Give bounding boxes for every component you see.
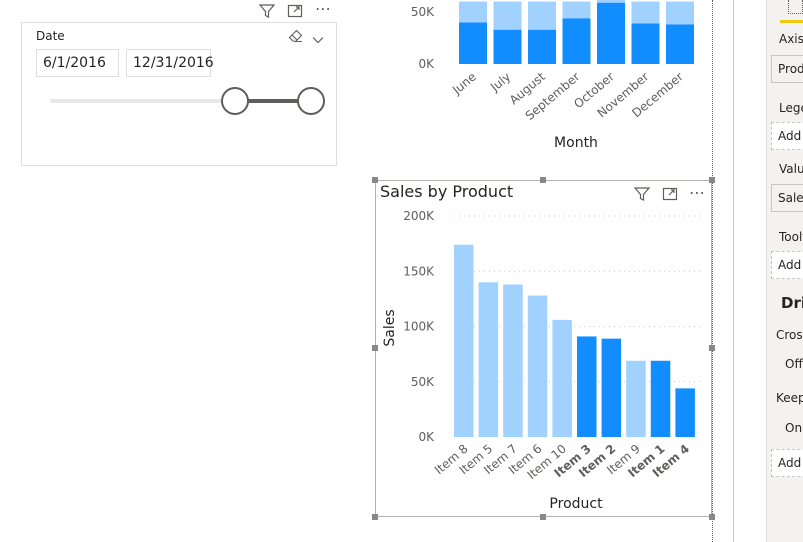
product-bar[interactable] bbox=[626, 360, 646, 437]
cross-report-label: Cross bbox=[776, 328, 803, 342]
product-y-tick: 200K bbox=[403, 209, 435, 223]
product-x-axis-title: Product bbox=[549, 496, 603, 512]
product-bar[interactable] bbox=[675, 388, 695, 437]
product-chart-title: Sales by Product bbox=[380, 182, 514, 201]
product-y-tick: 100K bbox=[403, 320, 435, 334]
fields-pane-content: Axis Prod Lege Add Valu Sales Toolt Add … bbox=[766, 0, 803, 542]
month-y-tick: 0K bbox=[418, 57, 435, 71]
axis-field-well[interactable]: Prod bbox=[771, 55, 803, 83]
resize-handle[interactable] bbox=[540, 514, 546, 520]
resize-handle[interactable] bbox=[372, 514, 378, 520]
month-bar-segment[interactable] bbox=[562, 1, 591, 19]
date-slicer[interactable]: Date 6/1/2016 12/31/2016 bbox=[21, 22, 337, 166]
month-bar-segment[interactable] bbox=[528, 29, 556, 64]
month-bar-segment[interactable] bbox=[631, 23, 660, 64]
filter-icon[interactable] bbox=[633, 186, 651, 206]
resize-handle[interactable] bbox=[540, 177, 546, 183]
cross-report-toggle[interactable]: Off bbox=[785, 357, 803, 371]
slider-end-handle[interactable] bbox=[297, 87, 325, 115]
filter-icon[interactable] bbox=[258, 3, 276, 22]
canvas-edge bbox=[733, 0, 734, 542]
month-bar-segment[interactable] bbox=[597, 0, 625, 3]
values-field-well[interactable]: Sales bbox=[771, 184, 803, 212]
resize-handle[interactable] bbox=[709, 514, 715, 520]
product-y-axis-title: Sales bbox=[382, 309, 398, 346]
product-bar[interactable] bbox=[478, 282, 499, 437]
drillthrough-header: Dri bbox=[781, 294, 803, 312]
month-bar-segment[interactable] bbox=[631, 1, 660, 24]
slider-range bbox=[235, 99, 310, 103]
legend-label: Lege bbox=[779, 101, 803, 115]
more-options-icon[interactable]: ⋯ bbox=[315, 0, 331, 18]
product-y-tick: 150K bbox=[403, 264, 435, 278]
resize-handle[interactable] bbox=[709, 345, 715, 351]
month-y-tick: 50K bbox=[411, 5, 435, 19]
start-date-input[interactable]: 6/1/2016 bbox=[36, 49, 119, 77]
month-bar-segment[interactable] bbox=[597, 2, 625, 65]
month-bar-segment[interactable] bbox=[528, 1, 556, 30]
product-bar[interactable] bbox=[454, 244, 474, 437]
slider-track[interactable] bbox=[50, 99, 322, 103]
month-tick-label: July bbox=[487, 70, 513, 95]
month-bar-segment[interactable] bbox=[493, 29, 522, 64]
tooltips-label: Toolt bbox=[779, 230, 803, 244]
tooltips-field-well[interactable]: Add bbox=[771, 251, 803, 279]
month-bar-segment[interactable] bbox=[459, 1, 487, 23]
month-bar-segment[interactable] bbox=[666, 1, 694, 25]
page-boundary bbox=[712, 0, 713, 542]
product-y-tick: 0K bbox=[418, 430, 435, 444]
end-date-input[interactable]: 12/31/2016 bbox=[126, 49, 214, 77]
month-bar-segment[interactable] bbox=[493, 1, 522, 30]
resize-handle[interactable] bbox=[372, 345, 378, 351]
pane-tab-underline bbox=[780, 20, 803, 23]
chevron-down-icon[interactable] bbox=[312, 30, 324, 49]
product-y-tick: 50K bbox=[411, 375, 435, 389]
keep-filters-label: Keep bbox=[776, 391, 803, 405]
product-bar[interactable] bbox=[601, 338, 622, 437]
month-bar-segment[interactable] bbox=[459, 22, 487, 64]
legend-field-well[interactable]: Add bbox=[771, 122, 803, 150]
resize-handle[interactable] bbox=[372, 177, 378, 183]
product-bar[interactable] bbox=[577, 336, 597, 437]
month-bar-segment[interactable] bbox=[562, 18, 591, 65]
slicer-title: Date bbox=[36, 29, 65, 43]
eraser-icon[interactable] bbox=[288, 28, 304, 47]
axis-label: Axis bbox=[779, 32, 803, 46]
product-bar[interactable] bbox=[503, 284, 523, 437]
product-bar[interactable] bbox=[527, 295, 548, 437]
keep-filters-toggle[interactable]: On bbox=[785, 421, 803, 435]
month-bar-segment[interactable] bbox=[666, 24, 694, 64]
slider-start-handle[interactable] bbox=[221, 87, 249, 115]
resize-handle[interactable] bbox=[709, 177, 715, 183]
focus-mode-icon[interactable] bbox=[287, 3, 303, 22]
focus-mode-icon[interactable] bbox=[662, 186, 678, 206]
values-label: Valu bbox=[779, 162, 803, 176]
month-tick-label: June bbox=[449, 70, 479, 98]
drillthrough-field-well[interactable]: Add bbox=[771, 449, 803, 477]
product-bar[interactable] bbox=[650, 360, 671, 437]
more-options-icon[interactable]: ⋯ bbox=[689, 183, 705, 202]
product-bar[interactable] bbox=[552, 319, 572, 437]
month-axis-title: Month bbox=[554, 135, 598, 151]
